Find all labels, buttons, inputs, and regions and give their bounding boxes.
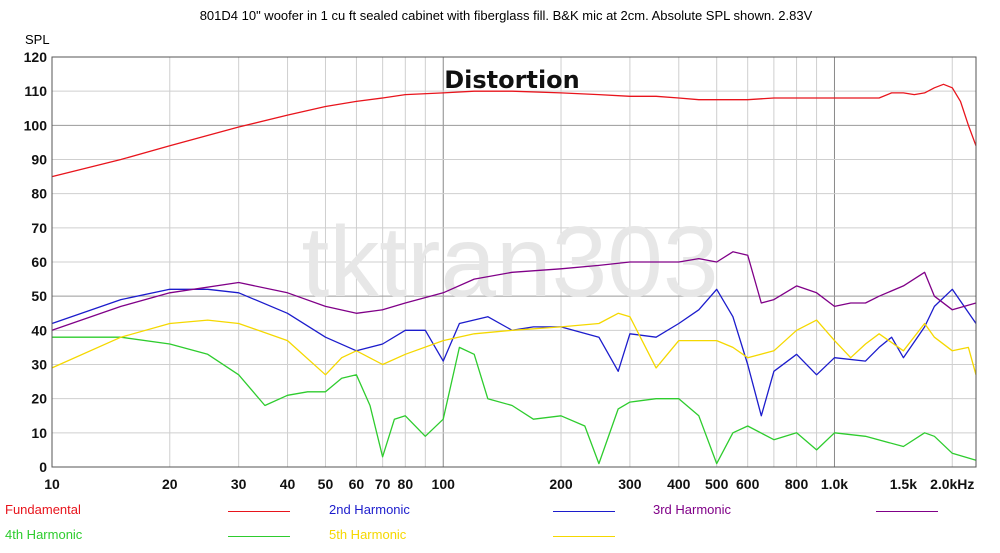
y-tick-label: 120 xyxy=(24,49,48,65)
plot-frame xyxy=(51,56,977,468)
chart-title: 801D4 10" woofer in 1 cu ft sealed cabin… xyxy=(200,8,813,23)
x-tick-label: 60 xyxy=(349,476,365,492)
y-tick-label: 110 xyxy=(24,83,47,99)
legend-swatch-2nd-harmonic xyxy=(553,511,615,512)
legend-swatch-5th-harmonic xyxy=(553,536,615,537)
x-tick-label: 2.0kHz xyxy=(930,476,974,492)
series-line-4th-harmonic xyxy=(52,336,977,465)
y-tick-label: 30 xyxy=(31,357,47,373)
y-tick-labels: 0 10 20 30 40 50 60 70 80 90 100 110 120 xyxy=(24,49,48,475)
y-axis-label: SPL xyxy=(25,32,50,47)
series-line-5th-harmonic xyxy=(51,312,977,376)
legend-label-fundamental: Fundamental xyxy=(5,502,81,517)
y-tick-label: 80 xyxy=(31,186,47,202)
x-tick-label: 40 xyxy=(280,476,296,492)
series-line-3rd-harmonic xyxy=(51,251,977,331)
x-tick-label: 800 xyxy=(785,476,809,492)
legend-swatch-fundamental xyxy=(228,511,290,512)
x-tick-label: 100 xyxy=(432,476,456,492)
x-tick-label: 70 xyxy=(375,476,391,492)
y-tick-label: 100 xyxy=(24,117,48,133)
y-tick-label: 50 xyxy=(31,288,47,304)
y-tick-label: 60 xyxy=(31,254,47,270)
series-line-2nd-harmonic xyxy=(51,288,977,417)
x-tick-label: 400 xyxy=(667,476,691,492)
legend-label-3rd-harmonic: 3rd Harmonic xyxy=(653,502,732,517)
series-group xyxy=(51,83,977,465)
legend-swatch-3rd-harmonic xyxy=(876,511,938,512)
y-tick-label: 0 xyxy=(39,459,47,475)
y-tick-label: 70 xyxy=(31,220,47,236)
x-tick-label: 500 xyxy=(705,476,729,492)
y-tick-label: 40 xyxy=(31,322,47,338)
legend-label-2nd-harmonic: 2nd Harmonic xyxy=(329,502,410,517)
x-tick-label: 10 xyxy=(44,476,60,492)
x-tick-label: 80 xyxy=(398,476,414,492)
x-tick-label: 30 xyxy=(231,476,247,492)
y-tick-label: 90 xyxy=(31,152,47,168)
series-line-fundamental xyxy=(51,83,977,178)
x-tick-label: 50 xyxy=(318,476,334,492)
legend-label-5th-harmonic: 5th Harmonic xyxy=(329,527,407,542)
y-tick-label: 10 xyxy=(31,425,47,441)
x-tick-label: 200 xyxy=(549,476,573,492)
x-tick-labels: 10 20 30 40 50 60 70 80 100 200 300 400 500 600 800 1.0… xyxy=(44,476,974,492)
x-tick-label: 20 xyxy=(162,476,178,492)
y-tick-label: 20 xyxy=(31,391,47,407)
x-tick-label: 600 xyxy=(736,476,760,492)
legend-label-4th-harmonic: 4th Harmonic xyxy=(5,527,83,542)
legend-swatch-4th-harmonic xyxy=(228,536,290,537)
x-tick-label: 300 xyxy=(618,476,642,492)
overlay-title: Distortion xyxy=(444,66,580,94)
x-tick-label: 1.5k xyxy=(890,476,917,492)
x-tick-label: 1.0k xyxy=(821,476,848,492)
